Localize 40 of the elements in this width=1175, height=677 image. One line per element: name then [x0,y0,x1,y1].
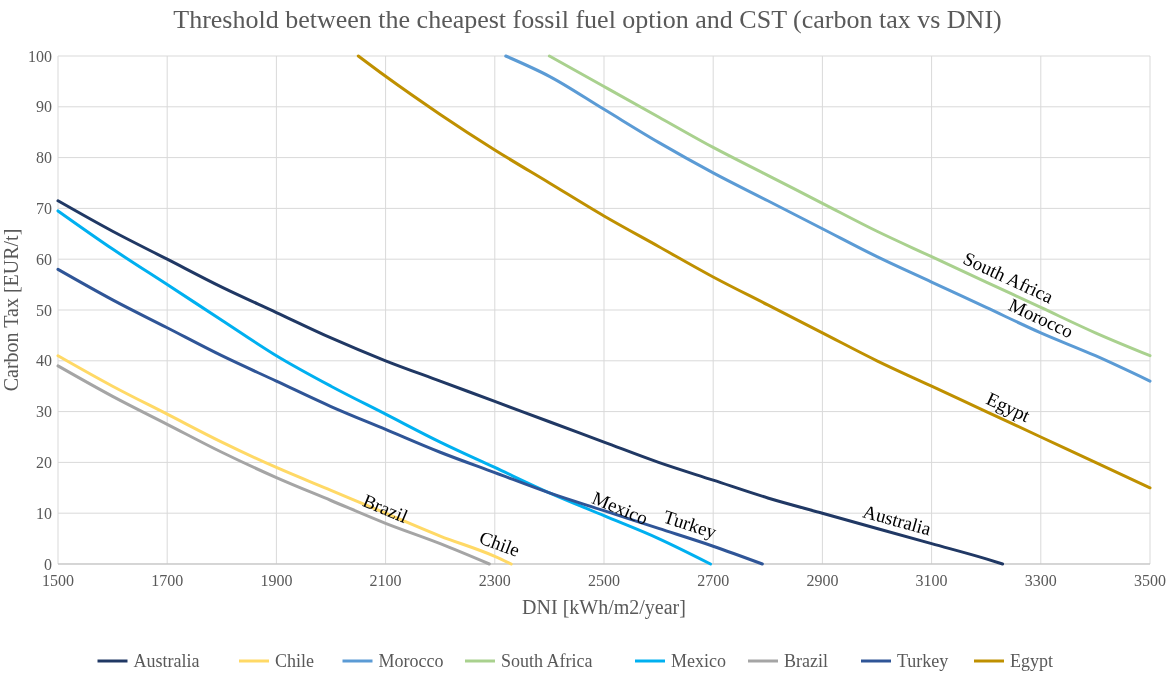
y-tick-label: 80 [36,149,52,167]
annotation: Brazil [359,489,411,528]
legend-label: Brazil [784,651,828,672]
y-tick-label: 60 [36,250,52,268]
x-tick-label: 2500 [588,572,620,589]
x-tick-label: 2700 [697,572,730,589]
annotation: Turkey [661,505,720,543]
y-tick-label: 10 [36,504,52,522]
x-tick-label: 1700 [151,572,184,589]
legend-label: Turkey [897,651,949,672]
x-tick-label: 2300 [478,572,511,589]
y-axis-title: Carbon Tax [EUR/t] [0,228,22,392]
y-tick-label: 90 [36,98,52,116]
y-tick-label: 50 [36,301,52,319]
line-series [356,54,1152,490]
chart-title: Threshold between the cheapest fossil fuel option and CST (carbon tax vs DNI) [173,5,1002,34]
legend-label: Australia [133,651,200,672]
x-tick-label: 2900 [806,572,839,589]
x-tick-label: 3100 [915,572,948,589]
legend-label: South Africa [501,651,593,672]
legend-label: Morocco [378,651,444,672]
y-tick-label: 40 [36,352,52,370]
y-tick-label: 70 [36,200,52,217]
legend-label: Chile [275,651,315,672]
y-tick-label: 20 [36,454,52,471]
y-tick-label: 100 [28,47,52,65]
x-axis-title: DNI [kWh/m2/year] [522,596,686,619]
y-tick-label: 0 [44,555,52,573]
annotation: Chile [476,526,523,561]
annotation: Australia [860,500,934,540]
line-series [56,267,764,566]
x-tick-label: 3500 [1134,572,1166,589]
annotation: Egypt [983,387,1034,427]
legend-label: Mexico [671,651,726,672]
y-tick-label: 30 [36,403,52,421]
x-tick-label: 1900 [260,572,293,589]
x-tick-label: 2100 [369,572,402,589]
legend-label: Egypt [1010,651,1053,672]
x-tick-label: 3300 [1024,572,1057,589]
x-tick-label: 1500 [42,572,74,589]
